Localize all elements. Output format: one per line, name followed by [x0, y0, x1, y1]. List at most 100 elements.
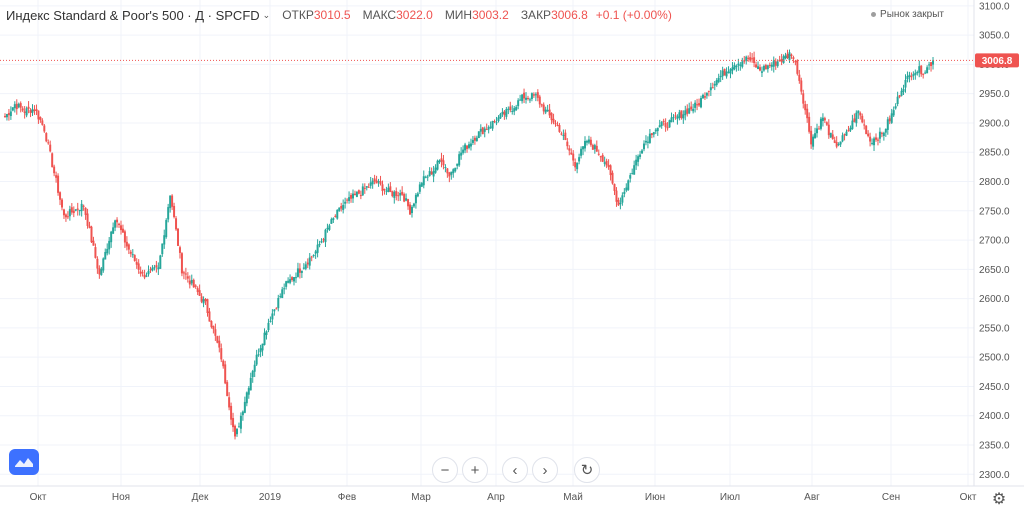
candle-body: [688, 108, 691, 114]
candle-body: [391, 191, 394, 197]
candle-body: [90, 226, 93, 243]
candle-body: [334, 215, 337, 217]
candle-body: [68, 209, 71, 217]
candle-body: [35, 108, 38, 112]
reset-chart-button[interactable]: ↻: [574, 457, 600, 483]
candle-body: [300, 270, 303, 273]
reset-icon: ↻: [580, 462, 594, 479]
candle-body: [552, 118, 555, 123]
candle-body: [774, 61, 777, 66]
candle-body: [869, 136, 872, 142]
candle-body: [823, 118, 826, 121]
zoom-in-button[interactable]: +: [462, 457, 488, 483]
candle-body: [839, 141, 842, 145]
candle-body: [145, 275, 148, 277]
candle-body: [64, 214, 67, 218]
candle-body: [377, 181, 380, 183]
time-tick-label: Ноя: [112, 492, 130, 503]
candle-body: [312, 254, 315, 256]
candle-body: [436, 160, 439, 170]
candle-body: [845, 131, 848, 136]
gear-icon[interactable]: ⚙: [991, 491, 1007, 508]
scroll-right-button[interactable]: ›: [532, 457, 558, 483]
candle-body: [741, 61, 744, 67]
candle-body: [387, 187, 390, 193]
price-tick-label: 2700.0: [979, 236, 1010, 247]
candle-body: [332, 218, 335, 220]
candle-body: [894, 106, 897, 109]
candle-body: [601, 155, 604, 162]
candle-body: [517, 100, 520, 107]
candle-body: [74, 209, 77, 211]
open-label: ОТКР: [282, 8, 314, 22]
candle-body: [177, 228, 180, 246]
candle-body: [503, 111, 506, 116]
candle-body: [505, 109, 508, 117]
candle-body: [576, 162, 579, 170]
candle-body: [924, 72, 927, 74]
candle-body: [460, 152, 463, 156]
candle-body: [686, 108, 689, 114]
high-label: МАКС: [362, 8, 397, 22]
candle-body: [753, 57, 756, 63]
candle-body: [568, 148, 571, 151]
candle-body: [450, 171, 453, 175]
candle-body: [798, 74, 801, 81]
candle-body: [96, 258, 99, 269]
candle-body: [827, 124, 830, 136]
candle-body: [41, 120, 44, 125]
tradingview-logo-icon[interactable]: [9, 449, 39, 475]
candle-body: [534, 94, 537, 96]
candle-body: [814, 133, 817, 139]
candle-body: [658, 125, 661, 128]
candle-body: [410, 206, 413, 214]
candle-body: [625, 187, 628, 191]
candle-body: [792, 57, 795, 59]
candle-body: [723, 68, 726, 76]
price-tick-label: 2400.0: [979, 411, 1010, 422]
candle-body: [676, 116, 679, 119]
candle-body: [800, 80, 803, 92]
candle-body: [483, 128, 486, 132]
candle-body: [230, 405, 233, 420]
candle-body: [235, 428, 238, 435]
symbol-title[interactable]: Индекс Standard & Poor's 500 · Д · SPCFD: [6, 7, 260, 23]
candle-body: [318, 244, 321, 246]
candle-body: [226, 382, 229, 397]
candle-body: [127, 244, 130, 250]
candle-body: [251, 371, 254, 378]
candle-body: [749, 57, 752, 61]
candle-body: [532, 94, 535, 96]
candle-body: [867, 133, 870, 137]
candle-body: [243, 401, 246, 413]
candle-body: [379, 181, 382, 185]
candle-body: [340, 205, 343, 209]
candle-body: [342, 204, 345, 210]
price-tick-label: 2350.0: [979, 441, 1010, 452]
candle-body: [405, 198, 408, 201]
scroll-left-button[interactable]: ‹: [502, 457, 528, 483]
candle-body: [163, 235, 166, 245]
candle-body: [214, 329, 217, 336]
candle-body: [426, 176, 429, 178]
zoom-out-button[interactable]: −: [432, 457, 458, 483]
candle-body: [786, 53, 789, 59]
candle-body: [448, 172, 451, 177]
candle-body: [153, 267, 156, 269]
chevron-down-icon[interactable]: ⌄: [262, 9, 271, 20]
candle-body: [707, 90, 710, 92]
candle-body: [670, 117, 673, 123]
candle-body: [717, 77, 720, 83]
candle-body: [129, 251, 132, 254]
candle-body: [751, 58, 754, 60]
candle-body: [462, 149, 465, 153]
candle-body: [597, 153, 600, 155]
candle-body: [711, 87, 714, 89]
candle-body: [116, 219, 119, 223]
chevron-right-icon: ›: [542, 461, 548, 479]
candle-body: [898, 95, 901, 98]
candle-body: [521, 94, 524, 102]
candle-body: [330, 219, 333, 224]
candle-body: [611, 172, 614, 184]
